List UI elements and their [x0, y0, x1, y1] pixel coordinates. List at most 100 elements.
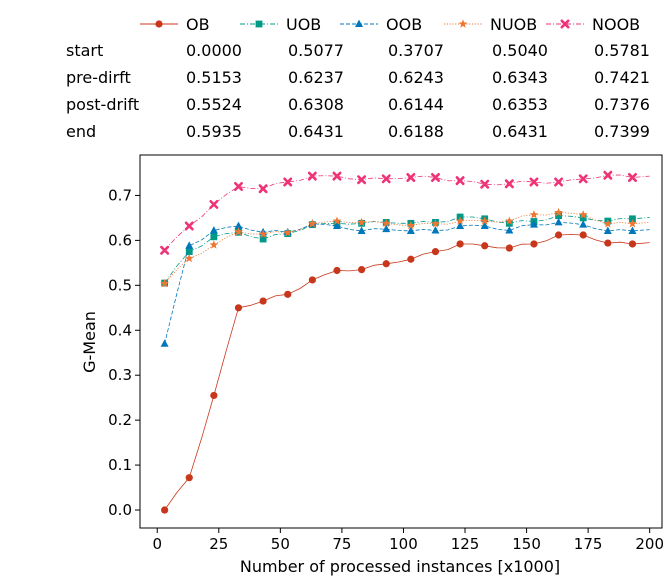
data-point: [184, 253, 194, 263]
series-nuob: [160, 207, 650, 288]
legend-marker: [458, 19, 468, 28]
y-tick-label: 0.1: [108, 456, 132, 474]
data-point: [529, 177, 539, 187]
table-cell: 0.6431: [492, 122, 548, 141]
legend: OB UOB OOB NUOB NOOB: [140, 15, 640, 34]
y-tick-label: 0.4: [108, 321, 132, 339]
table-row: end 0.5935 0.6431 0.6188 0.6431 0.7399: [66, 122, 650, 141]
data-point: [358, 265, 366, 274]
data-point: [160, 245, 170, 255]
series-ob: [161, 231, 650, 514]
series-line: [164, 222, 650, 344]
data-point: [627, 172, 637, 182]
data-point: [210, 233, 218, 241]
y-axis-label: G-Mean: [80, 311, 99, 373]
table-cell: 0.5781: [594, 41, 650, 60]
x-tick-label: 100: [389, 535, 418, 553]
data-point: [406, 172, 416, 182]
data-point: [480, 221, 489, 230]
table-row: post-drift 0.5524 0.6308 0.6144 0.6353 0.7376: [66, 95, 650, 114]
table-cell: 0.6237: [288, 68, 344, 87]
data-point: [381, 174, 391, 184]
legend-item-noob: NOOB: [546, 15, 640, 34]
data-point: [332, 216, 342, 225]
data-point: [209, 226, 218, 234]
data-point: [307, 171, 317, 181]
table-cell: 0.6188: [388, 122, 444, 141]
data-point: [332, 171, 342, 181]
data-point: [160, 278, 169, 288]
table-cell: 0.6353: [492, 95, 548, 114]
table-cell: 0.5040: [492, 41, 548, 60]
data-point: [357, 175, 367, 185]
data-point: [555, 212, 562, 220]
data-point: [382, 260, 390, 268]
y-tick-label: 0.7: [108, 186, 132, 204]
legend-label: OB: [186, 15, 210, 34]
data-point: [333, 266, 341, 275]
legend-label: NUOB: [490, 15, 537, 34]
table-cell: 0.6144: [388, 95, 444, 114]
x-tick-label: 200: [635, 535, 664, 553]
legend-item-ob: OB: [140, 15, 210, 34]
data-point: [234, 221, 243, 230]
legend-item-nuob: NUOB: [444, 15, 537, 34]
data-point: [259, 235, 267, 243]
table-cell: 0.0000: [186, 41, 242, 60]
table-cell: 0.6308: [288, 95, 344, 114]
data-point: [628, 219, 637, 228]
data-point: [554, 177, 564, 187]
data-point: [184, 221, 194, 231]
table-cell: 0.7421: [594, 68, 650, 87]
table-cell: 0.6343: [492, 68, 548, 87]
data-point: [382, 224, 391, 233]
y-tick-label: 0.6: [108, 231, 132, 249]
data-point: [431, 226, 440, 234]
legend-label: UOB: [286, 15, 321, 34]
data-point: [308, 276, 316, 284]
series-noob: [160, 170, 650, 255]
data-point: [505, 226, 514, 234]
legend-label: OOB: [386, 15, 422, 34]
plot-frame: [139, 154, 663, 529]
table-cell: 0.5935: [186, 122, 242, 141]
data-point: [554, 207, 563, 217]
data-point: [505, 244, 513, 252]
x-axis-label: Number of processed instances [x1000]: [240, 557, 560, 576]
legend-label: NOOB: [592, 15, 640, 34]
data-point: [456, 221, 465, 230]
table-cell: 0.5524: [186, 95, 242, 114]
data-point: [603, 170, 613, 180]
legend-marker: [355, 19, 363, 27]
x-tick-label: 25: [209, 535, 228, 553]
data-point: [455, 216, 465, 225]
data-point: [258, 184, 268, 194]
data-point: [234, 304, 243, 312]
data-point: [307, 219, 317, 228]
row-label: start: [66, 41, 103, 60]
data-point: [406, 226, 415, 234]
table-row: pre-dirft 0.5153 0.6237 0.6243 0.6343 0.7421: [66, 68, 650, 87]
series-oob: [160, 218, 650, 347]
data-point: [210, 391, 218, 400]
legend-item-uob: UOB: [240, 15, 321, 34]
data-point: [283, 228, 293, 237]
data-point: [233, 181, 243, 191]
data-point: [629, 215, 636, 223]
x-tick-label: 175: [574, 535, 603, 553]
data-point: [431, 219, 440, 228]
legend-item-oob: OOB: [340, 15, 422, 34]
data-point: [530, 240, 538, 248]
data-point: [357, 226, 366, 234]
table-cell: 0.7399: [594, 122, 650, 141]
data-point: [480, 179, 490, 189]
data-point: [185, 241, 194, 249]
data-point: [455, 176, 465, 186]
data-point: [578, 174, 588, 184]
data-point: [554, 218, 563, 226]
y-tick-label: 0.0: [108, 501, 132, 519]
x-tick-label: 0: [152, 535, 162, 553]
x-tick-label: 125: [451, 535, 480, 553]
axes: 0 25 50 75 100 125 150 175 200 0.0 0.1 0.2 0.3 0.4 0.5…: [108, 186, 664, 553]
